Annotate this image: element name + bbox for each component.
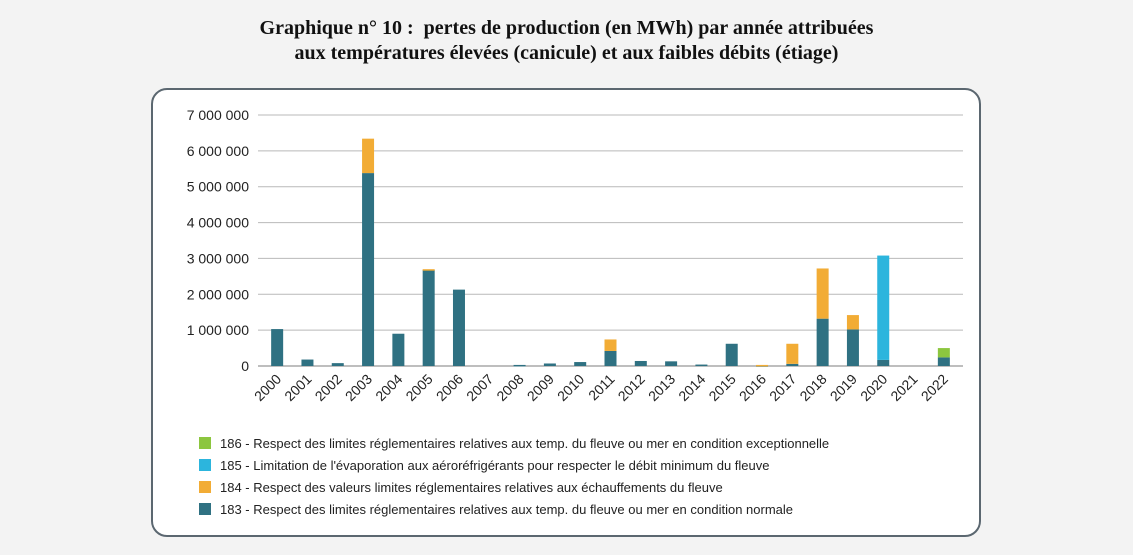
legend-item: 185 - Limitation de l'évaporation aux aé… [199,454,829,476]
bar-segment [362,173,375,366]
x-tick-label: 2000 [251,371,284,404]
bar-segment [725,343,738,366]
y-tick-label: 1 000 000 [187,322,249,338]
x-tick-label: 2022 [918,371,951,404]
bar-segment [574,362,587,366]
bar-segment [604,339,617,351]
bar-segment [422,269,435,366]
bar-segment [634,360,647,366]
x-tick-label: 2010 [554,371,587,404]
bar-segment [513,364,526,367]
x-tick-label: 2002 [312,371,345,404]
bar-segment [301,359,314,366]
chart-title-line-1: Graphique n° 10 : pertes de production (… [259,17,874,39]
x-tick-label: 2005 [402,371,435,404]
bar-segment [362,138,375,174]
bar-segment [665,361,678,366]
bar-segment [786,343,799,364]
bar-segment [937,357,950,366]
x-tick-label: 2009 [524,371,557,404]
x-tick-label: 2003 [342,371,375,404]
x-tick-label: 2007 [463,371,496,404]
bar-segment [816,268,829,319]
legend-swatch [199,503,211,515]
bar-segment [786,363,799,366]
x-tick-label: 2016 [736,371,769,404]
legend-item: 183 - Respect des limites réglementaires… [199,498,829,520]
x-tick-label: 2014 [675,371,708,404]
bar-segment [756,364,769,367]
bar-segment [331,363,344,366]
bar-segment [452,289,465,366]
x-tick-label: 2020 [857,371,890,404]
x-tick-label: 2015 [705,371,738,404]
legend-label: 184 - Respect des valeurs limites réglem… [220,479,723,495]
chart-panel [151,88,981,537]
legend-swatch [199,437,211,449]
x-tick-label: 2013 [645,371,678,404]
legend-item: 186 - Respect des limites réglementaires… [199,432,829,454]
legend-label: 183 - Respect des limites réglementaires… [220,501,794,517]
bar-segment [877,255,890,360]
x-tick-label: 2018 [796,371,829,404]
bar-segment [422,269,435,271]
bar-segment [604,350,617,366]
bar-segment [695,364,708,367]
bar-segment [846,329,859,366]
x-tick-label: 2012 [615,371,648,404]
bar-segment [271,329,284,366]
x-tick-label: 2001 [281,371,314,404]
x-tick-label: 2019 [827,371,860,404]
x-tick-label: 2011 [585,371,618,404]
bar-segment [392,333,405,366]
legend-item: 184 - Respect des valeurs limites réglem… [199,476,829,498]
x-tick-label: 2021 [887,371,920,404]
chart-title-line-2: aux températures élevées (canicule) et a… [294,42,839,64]
bar-segment [846,315,859,330]
bar-segment [816,318,829,366]
legend-label: 186 - Respect des limites réglementaires… [220,435,830,451]
x-tick-label: 2017 [766,371,799,404]
legend-swatch [199,481,211,493]
bar-segment [937,348,950,358]
x-tick-label: 2006 [433,371,466,404]
x-tick-label: 2004 [372,371,405,404]
x-tick-label: 2008 [493,371,526,404]
y-tick-label: 6 000 000 [187,143,249,159]
y-tick-label: 4 000 000 [187,215,249,231]
bar-segment [543,363,556,366]
y-tick-label: 7 000 000 [187,107,249,123]
legend-label: 185 - Limitation de l'évaporation aux aé… [220,457,770,473]
y-tick-label: 5 000 000 [187,179,249,195]
y-tick-label: 2 000 000 [187,286,249,302]
chart-legend: 186 - Respect des limites réglementaires… [199,432,829,520]
chart-title: Graphique n° 10 : pertes de production (… [0,16,1133,66]
y-tick-label: 0 [241,358,249,374]
y-tick-label: 3 000 000 [187,250,249,266]
legend-swatch [199,459,211,471]
bar-segment [877,359,890,366]
